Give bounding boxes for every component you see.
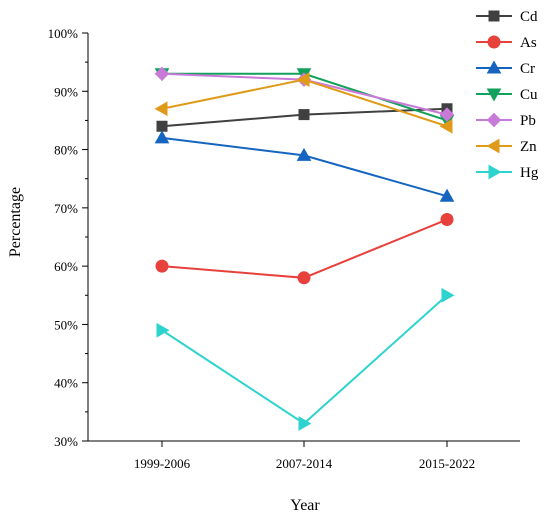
- x-ticks: 1999-2006 2007-2014 2015-2022: [134, 441, 475, 471]
- y-tick-label: 30%: [54, 434, 78, 449]
- data-point-cr: [154, 130, 170, 144]
- y-tick-label: 60%: [54, 259, 78, 274]
- legend-item-cr: Cr: [476, 60, 535, 77]
- legend-item-hg: Hg: [476, 164, 539, 181]
- data-point-cd: [156, 120, 168, 132]
- y-tick-label: 70%: [54, 201, 78, 216]
- legend-label: Pb: [520, 113, 536, 129]
- series-as: [155, 213, 454, 285]
- legend-label: Cr: [520, 61, 535, 77]
- y-tick-label: 40%: [54, 376, 78, 391]
- y-ticks: 30% 40% 50% 60% 70% 80% 90% 100%: [48, 26, 88, 449]
- y-tick-label: 90%: [54, 84, 78, 99]
- data-point-pb: [154, 66, 170, 82]
- legend-item-cu: Cu: [476, 87, 538, 103]
- legend-item-pb: Pb: [476, 112, 536, 129]
- x-tick-label: 1999-2006: [134, 456, 191, 471]
- legend-label: Cd: [520, 9, 538, 25]
- legend-marker: [486, 112, 502, 128]
- data-point-as: [155, 259, 169, 273]
- series-cr: [154, 130, 455, 202]
- data-point-cr: [296, 147, 312, 161]
- legend-item-cd: Cd: [476, 9, 538, 25]
- series-line-cr: [161, 136, 448, 198]
- legend-marker: [486, 88, 502, 102]
- data-point-hg: [156, 322, 170, 338]
- axes: [87, 33, 520, 442]
- data-point-as: [440, 213, 454, 227]
- x-tick-label: 2007-2014: [276, 456, 333, 471]
- legend: Cd As Cr Cu Pb Zn Hg: [476, 9, 539, 181]
- data-point-cr: [439, 188, 455, 202]
- y-axis-title: Percentage: [7, 187, 24, 257]
- data-point-hg: [298, 416, 312, 431]
- legend-marker: [486, 60, 502, 74]
- x-tick-label: 2015-2022: [419, 456, 475, 471]
- y-tick-label: 100%: [48, 26, 79, 41]
- data-point-as: [297, 271, 311, 285]
- data-point-hg: [441, 287, 455, 303]
- series-layer: [154, 66, 455, 431]
- data-point-pb: [439, 107, 455, 122]
- data-point-zn: [296, 72, 310, 87]
- legend-label: Cu: [520, 87, 538, 103]
- data-point-cd: [298, 109, 310, 121]
- legend-item-zn: Zn: [476, 138, 537, 155]
- data-point-zn: [154, 101, 168, 117]
- legend-label: As: [520, 35, 537, 51]
- data-point-zn: [439, 118, 453, 134]
- legend-label: Hg: [520, 165, 539, 181]
- legend-marker: [486, 138, 500, 154]
- series-line-as: [161, 218, 448, 279]
- legend-marker: [488, 10, 500, 22]
- y-tick-label: 80%: [54, 143, 78, 158]
- series-line-hg: [161, 294, 448, 425]
- x-axis-title: Year: [290, 497, 320, 514]
- y-tick-label: 50%: [54, 317, 78, 332]
- series-zn: [154, 72, 453, 134]
- series-hg: [156, 287, 455, 431]
- legend-marker: [488, 164, 502, 180]
- legend-marker: [487, 35, 501, 49]
- legend-label: Zn: [520, 139, 537, 155]
- legend-item-as: As: [476, 35, 537, 51]
